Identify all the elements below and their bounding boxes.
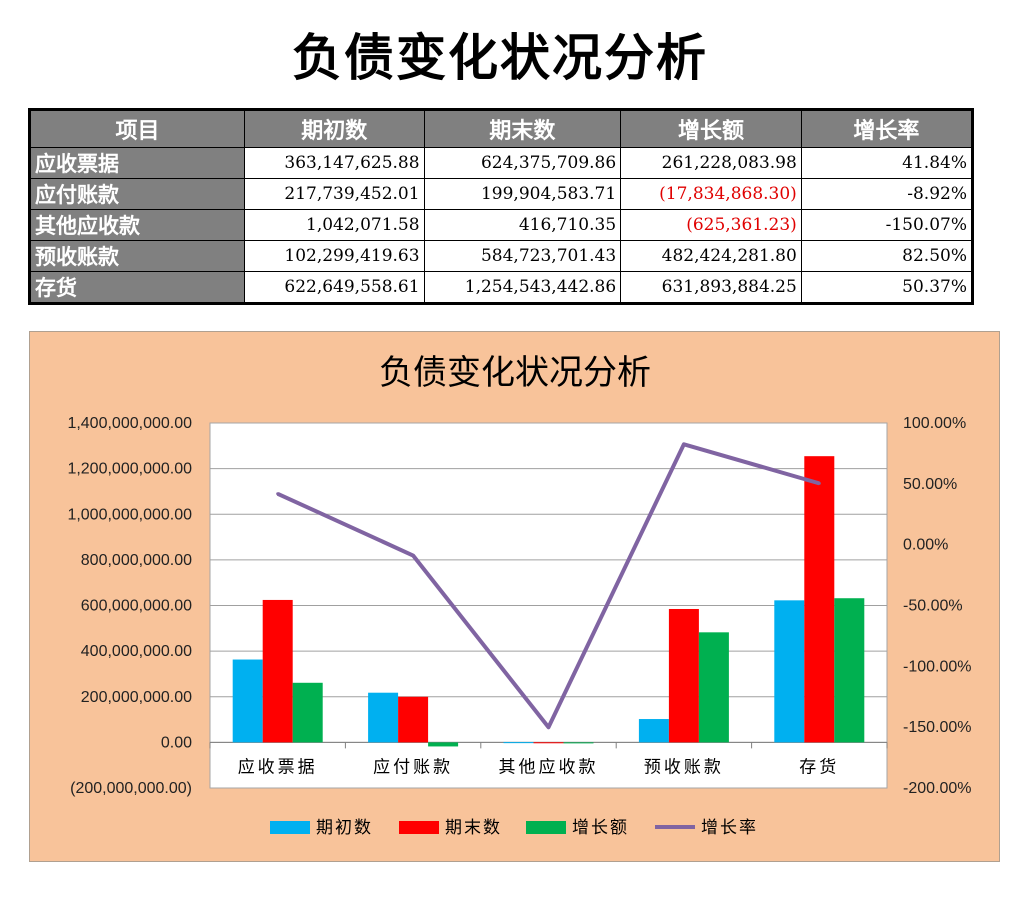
header-item: 项目: [29, 109, 245, 148]
cell-begin: 217,739,452.01: [243, 178, 425, 210]
liability-table: 项目 期初数 期末数 增长额 增长率 应收票据 363,147,625.88 6…: [28, 108, 974, 305]
table-header-row: 项目 期初数 期末数 增长额 增长率: [29, 109, 974, 148]
category-label: 应收票据: [238, 757, 318, 777]
right-tick-label: -50.00%: [903, 598, 963, 615]
row-item: 其他应收款: [29, 209, 245, 241]
line-point: [817, 481, 821, 485]
left-tick-label: 600,000,000.00: [81, 598, 192, 615]
bar-growth: [292, 682, 323, 743]
table-row: 存货 622,649,558.61 1,254,543,442.86 631,8…: [29, 271, 974, 304]
chart-panel: 负债变化状况分析 1,400,000,000.00 1,200,000,000.00…: [29, 331, 1000, 862]
bar-end: [262, 599, 293, 743]
cell-growth: (625,361.23): [620, 209, 802, 241]
left-tick-label: 1,000,000,000.00: [67, 506, 192, 523]
cell-begin: 102,299,419.63: [243, 240, 425, 272]
bar-begin: [503, 742, 534, 744]
legend-swatch: [270, 821, 310, 834]
header-begin: 期初数: [243, 109, 425, 148]
table-row: 应付账款 217,739,452.01 199,904,583.71 (17,8…: [29, 178, 974, 210]
left-tick-label: 800,000,000.00: [81, 552, 192, 569]
cell-end: 416,710.35: [423, 209, 622, 241]
bar-end: [804, 456, 835, 743]
cell-growth: (17,834,868.30): [620, 178, 802, 210]
header-end: 期末数: [423, 109, 622, 148]
left-tick-label: 1,400,000,000.00: [67, 415, 192, 432]
line-point: [682, 442, 686, 446]
right-tick-label: 50.00%: [903, 476, 957, 493]
cell-begin: 622,649,558.61: [243, 271, 425, 304]
bar-begin: [638, 719, 669, 743]
bar-end: [398, 696, 429, 743]
bar-growth: [834, 598, 865, 743]
category-label: 其他应收款: [499, 757, 599, 777]
chart-title: 负债变化状况分析: [379, 353, 651, 393]
cell-end: 1,254,543,442.86: [423, 271, 622, 304]
row-item: 存货: [29, 271, 245, 304]
cell-rate: 50.37%: [800, 271, 974, 304]
combo-chart: 负债变化状况分析 1,400,000,000.00 1,200,000,000.00…: [67, 353, 972, 838]
left-tick-label: 200,000,000.00: [81, 689, 192, 706]
cell-begin: 1,042,071.58: [243, 209, 425, 241]
legend-swatch: [399, 821, 439, 834]
cell-rate: 82.50%: [800, 240, 974, 272]
legend-label: 增长率: [701, 818, 758, 838]
table-row: 应收票据 363,147,625.88 624,375,709.86 261,2…: [29, 147, 974, 179]
legend-label: 增长额: [572, 818, 629, 838]
left-tick-label: 0.00: [161, 734, 192, 751]
category-label: 应付账款: [373, 757, 453, 777]
line-point: [276, 492, 280, 496]
cell-growth: 631,893,884.25: [620, 271, 802, 304]
header-rate: 增长率: [800, 109, 974, 148]
bar-growth: [563, 742, 594, 744]
bar-end: [533, 742, 564, 744]
bar-end: [668, 608, 699, 743]
row-item: 预收账款: [29, 240, 245, 272]
category-label: 预收账款: [644, 757, 724, 777]
right-tick-label: -200.00%: [903, 780, 972, 797]
row-item: 应收票据: [29, 147, 245, 179]
bar-begin: [368, 692, 399, 743]
cell-rate: 41.84%: [800, 147, 974, 179]
bar-begin: [232, 659, 263, 743]
bar-growth: [428, 742, 459, 747]
right-tick-label: -150.00%: [903, 719, 972, 736]
cell-end: 624,375,709.86: [423, 147, 622, 179]
right-tick-label: 0.00%: [903, 537, 948, 554]
legend-label: 期末数: [445, 818, 502, 838]
row-item: 应付账款: [29, 178, 245, 210]
left-tick-label: 1,200,000,000.00: [67, 461, 192, 478]
cell-growth: 261,228,083.98: [620, 147, 802, 179]
cell-end: 199,904,583.71: [423, 178, 622, 210]
legend-swatch: [526, 821, 566, 834]
bar-growth: [698, 632, 729, 743]
cell-rate: -8.92%: [800, 178, 974, 210]
left-tick-label: 400,000,000.00: [81, 643, 192, 660]
bar-begin: [774, 600, 805, 743]
page-title: 负债变化状况分析: [292, 29, 708, 87]
header-growth: 增长额: [620, 109, 802, 148]
cell-end: 584,723,701.43: [423, 240, 622, 272]
legend-label: 期初数: [316, 818, 373, 838]
left-tick-label: (200,000,000.00): [70, 780, 192, 797]
right-tick-label: 100.00%: [903, 415, 966, 432]
cell-growth: 482,424,281.80: [620, 240, 802, 272]
category-label: 存货: [799, 757, 839, 777]
right-tick-label: -100.00%: [903, 658, 972, 675]
cell-begin: 363,147,625.88: [243, 147, 425, 179]
cell-rate: -150.07%: [800, 209, 974, 241]
table-row: 其他应收款 1,042,071.58 416,710.35 (625,361.2…: [29, 209, 974, 241]
table-row: 预收账款 102,299,419.63 584,723,701.43 482,4…: [29, 240, 974, 272]
line-point: [411, 554, 415, 558]
line-point: [547, 725, 550, 729]
